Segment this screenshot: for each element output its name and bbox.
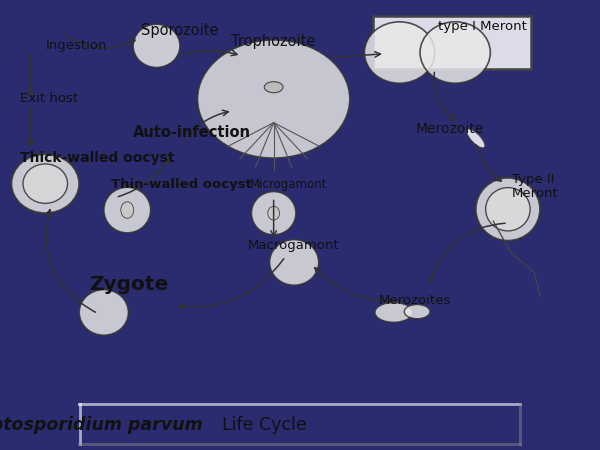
Ellipse shape xyxy=(364,22,434,83)
Text: Sporozoite: Sporozoite xyxy=(141,22,219,38)
Ellipse shape xyxy=(23,164,68,203)
Text: Microgamont: Microgamont xyxy=(250,178,328,191)
Text: Thin-walled oocyst: Thin-walled oocyst xyxy=(112,178,253,191)
Text: Meront: Meront xyxy=(512,187,559,200)
Text: Trophozoite: Trophozoite xyxy=(232,34,316,50)
Ellipse shape xyxy=(197,40,350,158)
Text: Life Cycle: Life Cycle xyxy=(211,416,307,434)
Text: Zygote: Zygote xyxy=(89,274,169,293)
Ellipse shape xyxy=(485,188,530,231)
Text: Macrogamont: Macrogamont xyxy=(247,239,339,252)
Text: type I Meront: type I Meront xyxy=(437,20,526,33)
Text: Type II: Type II xyxy=(512,173,554,186)
Ellipse shape xyxy=(79,290,128,335)
Ellipse shape xyxy=(375,302,412,322)
Ellipse shape xyxy=(264,82,283,93)
Ellipse shape xyxy=(466,129,485,148)
Ellipse shape xyxy=(251,192,296,235)
Ellipse shape xyxy=(104,187,151,233)
Text: Thick-walled oocyst: Thick-walled oocyst xyxy=(20,151,175,165)
Text: Cryptosporidium parvum: Cryptosporidium parvum xyxy=(0,416,202,434)
Ellipse shape xyxy=(268,206,280,220)
Ellipse shape xyxy=(269,239,319,285)
Ellipse shape xyxy=(476,178,540,241)
Text: Merozoite: Merozoite xyxy=(416,122,484,135)
Text: Exit host: Exit host xyxy=(20,93,78,105)
Text: Merozoites: Merozoites xyxy=(379,294,451,307)
Ellipse shape xyxy=(404,305,430,319)
Text: Auto-infection: Auto-infection xyxy=(133,125,251,140)
Ellipse shape xyxy=(133,24,180,68)
FancyBboxPatch shape xyxy=(373,16,532,69)
Ellipse shape xyxy=(121,202,134,218)
Ellipse shape xyxy=(11,154,79,213)
Ellipse shape xyxy=(420,22,490,83)
Text: Ingestion: Ingestion xyxy=(45,39,107,52)
